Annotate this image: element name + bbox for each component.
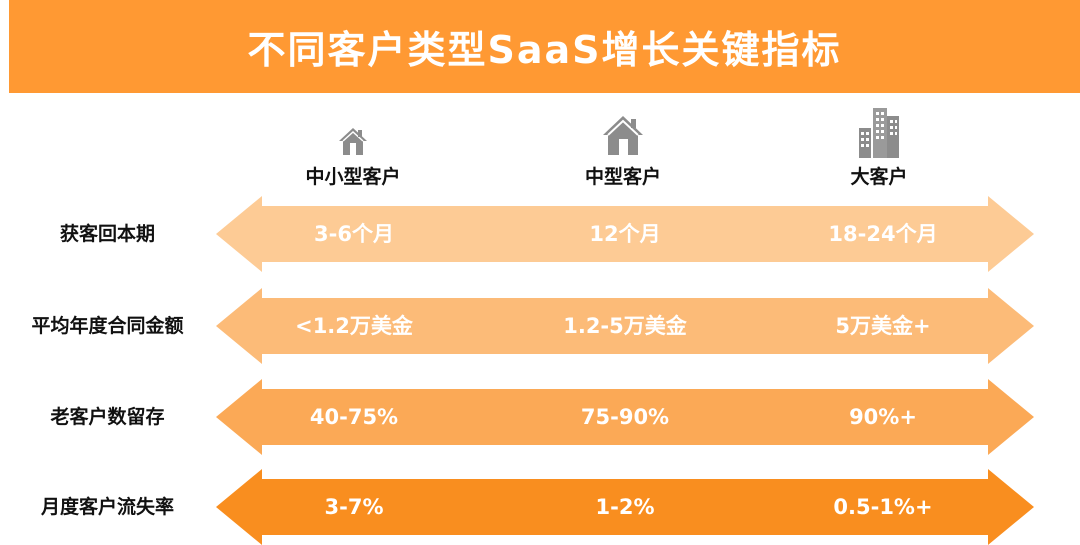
row-label-churn: 月度客户流失率 xyxy=(40,496,174,518)
cell-acv-small: <1.2万美金 xyxy=(295,314,413,338)
cell-payback-large: 18-24个月 xyxy=(828,222,938,246)
house-icon xyxy=(600,100,646,158)
column-label-small: 中小型客户 xyxy=(305,166,401,188)
cell-acv-large: 5万美金+ xyxy=(835,314,931,338)
row-arrow-acv xyxy=(216,288,1034,364)
row-label-acv: 平均年度合同金额 xyxy=(31,315,184,337)
cell-churn-large: 0.5-1%+ xyxy=(833,495,933,519)
row-arrow-churn xyxy=(216,469,1034,545)
row-label-payback: 获客回本期 xyxy=(59,223,155,245)
cell-churn-medium: 1-2% xyxy=(595,495,655,519)
cell-retention-medium: 75-90% xyxy=(580,405,670,429)
column-header-large: 大客户 xyxy=(769,100,989,190)
cell-churn-small: 3-7% xyxy=(324,495,384,519)
row-arrow-retention xyxy=(216,379,1034,455)
page-title: 不同客户类型SaaS增长关键指标 xyxy=(247,28,842,72)
office-building-icon xyxy=(858,100,900,158)
row-label-retention: 老客户数留存 xyxy=(50,406,165,428)
column-label-large: 大客户 xyxy=(850,166,908,188)
cell-acv-medium: 1.2-5万美金 xyxy=(563,314,687,338)
cell-payback-medium: 12个月 xyxy=(589,222,661,246)
title-banner: 不同客户类型SaaS增长关键指标 xyxy=(9,0,1080,93)
column-label-medium: 中型客户 xyxy=(584,166,661,188)
small-house-icon xyxy=(336,100,370,158)
row-arrow-payback xyxy=(216,196,1034,272)
cell-retention-large: 90%+ xyxy=(849,405,917,429)
cell-retention-small: 40-75% xyxy=(309,405,399,429)
column-header-medium: 中型客户 xyxy=(513,100,733,190)
cell-payback-small: 3-6个月 xyxy=(314,222,394,246)
column-header-small: 中小型客户 xyxy=(243,100,463,190)
